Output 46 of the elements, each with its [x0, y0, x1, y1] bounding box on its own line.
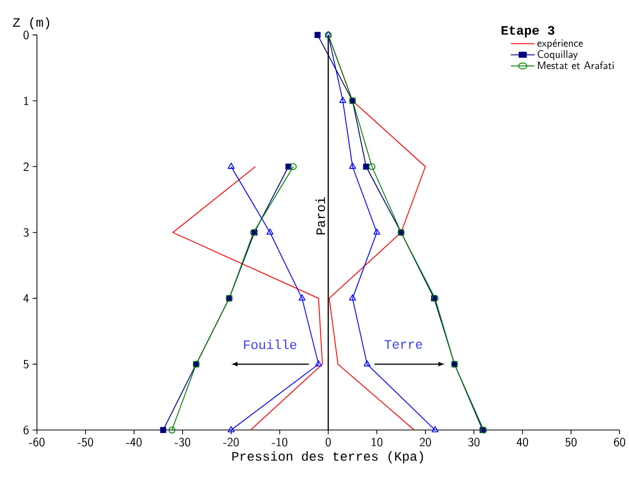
point: [368, 163, 376, 170]
y-tick-label: 6: [24, 426, 29, 434]
point: [266, 228, 274, 235]
point: [314, 32, 321, 38]
y-axis-title: Z (m): [13, 17, 50, 30]
x-tick-label: 20: [420, 438, 431, 447]
point: [315, 360, 322, 366]
ref-line-label: Paroi: [316, 197, 326, 234]
y-tick-label: 5: [24, 360, 29, 368]
point: [290, 163, 297, 170]
legend-label: Mestat et Arafati: [538, 61, 614, 70]
x-tick-label: 10: [372, 438, 382, 447]
point: [364, 360, 371, 366]
point: [432, 426, 439, 432]
x-tick-label: 30: [468, 438, 480, 447]
y-tick-label: 0: [24, 30, 29, 40]
x-tick-label: -50: [78, 438, 94, 447]
x-tick-label: 50: [565, 438, 577, 447]
x-axis-title: Pression des terres (Kpa): [232, 451, 423, 464]
x-tick-label: 60: [614, 438, 626, 447]
point: [228, 162, 235, 169]
annotation: Fouille: [244, 340, 296, 350]
point: [363, 164, 370, 170]
y-tick-label: 1: [24, 96, 28, 106]
y-tick-label: 3: [24, 228, 29, 237]
point: [349, 294, 356, 301]
legend-label: Coquillay: [538, 50, 578, 60]
point: [373, 228, 380, 235]
x-tick-label: -20: [223, 438, 239, 447]
y-tick-label: 2: [24, 162, 29, 171]
point: [339, 96, 346, 104]
x-tick-label: 40: [516, 438, 528, 447]
point: [349, 162, 356, 169]
point: [168, 426, 176, 434]
point: [298, 294, 306, 301]
x-tick-label: -60: [28, 438, 45, 447]
annotation: Terre: [384, 340, 422, 349]
legend-label: expérience: [537, 39, 583, 49]
x-tick-label: -10: [272, 438, 288, 447]
legend-title: Etape 3: [502, 26, 554, 38]
x-tick-label: 0: [326, 438, 331, 447]
point: [228, 426, 235, 432]
point: [160, 427, 166, 434]
y-tick-label: 4: [23, 294, 29, 302]
x-tick-label: -30: [174, 438, 190, 447]
x-tick-label: -40: [126, 438, 142, 447]
